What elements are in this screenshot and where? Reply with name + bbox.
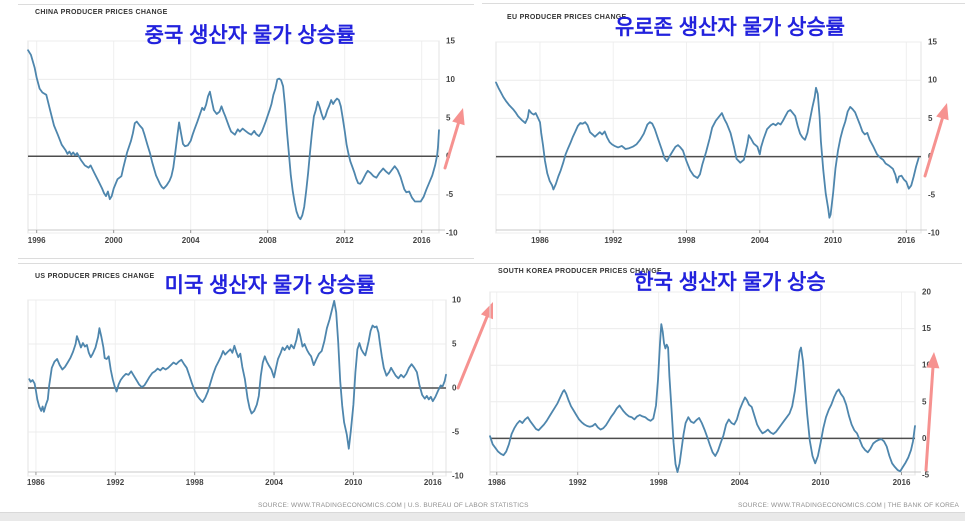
us-x-tick-label: 1986 [27,478,45,487]
sk-x-tick-label: 1998 [650,478,668,487]
sk-plot-border [489,291,916,476]
us-chart-title-korean: 미국 생산자 물가 상승률 [164,274,376,297]
china-x-tick-label: 2016 [413,236,431,245]
us-x-tick-label: 2016 [424,478,442,487]
china-chart-title-korean: 중국 생산자 물가 상승률 [144,24,356,47]
eu-trend-arrow-head [936,103,949,121]
sk-x-tick-label: 1992 [569,478,587,487]
eu-trend-arrow-shaft [923,116,944,178]
eu-x-tick-label: 2010 [824,236,842,245]
sk-y-tick-label: 10 [922,361,931,370]
mid-divider-left [18,258,474,259]
south-korea-chart-source: SOURCE: WWW.TRADINGECONOMICS.COM | THE B… [738,502,960,509]
china-trend-arrow-head [452,108,465,126]
us-y-tick-label: -10 [452,472,464,481]
china-series-line [27,49,440,221]
us-y-tick-label: 5 [452,340,457,349]
sk-x-tick-label: 2004 [731,478,749,487]
sk-y-tick-label: 15 [922,324,931,333]
sk-y-tick-label: 5 [922,397,927,406]
sk-y-tick-label: 20 [922,288,931,297]
us-trend-arrow-head [480,302,493,320]
south-korea-chart-header: SOUTH KOREA PRODUCER PRICES CHANGE [498,268,662,275]
china-plot-border [27,40,440,234]
sk-y-tick-label: 0 [922,434,927,443]
china-x-tick-label: 2012 [336,236,354,245]
china-x-tick-label: 2008 [259,236,277,245]
top-border-right [482,3,965,4]
us-trend-arrow-shaft [456,315,489,390]
china-y-tick-label: 5 [446,113,451,122]
us-x-tick-label: 2004 [265,478,283,487]
eu-x-tick-label: 2004 [751,236,769,245]
eu-x-tick-label: 1992 [604,236,622,245]
us-x-tick-label: 1992 [106,478,124,487]
eu-y-tick-label: 5 [928,114,933,123]
top-border-left [18,4,474,5]
eu-x-tick-label: 1986 [531,236,549,245]
eu-plot-border [495,41,922,234]
china-y-tick-label: 15 [446,37,455,46]
eu-x-tick-label: 2016 [897,236,915,245]
south-korea-chart-title-korean: 한국 생산자 물가 상승 [634,271,826,294]
us-chart-source: SOURCE: WWW.TRADINGECONOMICS.COM | U.S. … [258,502,529,509]
eu-x-tick-label: 1998 [678,236,696,245]
china-x-tick-label: 2000 [105,236,123,245]
sk-x-tick-label: 2010 [812,478,830,487]
eu-y-tick-label: 15 [928,38,937,47]
sk-series-line [489,323,916,474]
eu-y-tick-label: -5 [928,190,936,199]
sk-plot: 1986 1992 1998 2004 2010 2016 20 15 10 5 0 -5 [488,288,940,487]
china-x-tick-label: 2004 [182,236,200,245]
us-y-tick-label: 10 [452,296,461,305]
us-y-tick-label: -5 [452,428,460,437]
bottom-gray-bar [0,512,965,521]
eu-y-tick-label: 10 [928,76,937,85]
us-x-tick-label: 1998 [186,478,204,487]
eu-y-tick-label: -10 [928,229,940,238]
sk-y-tick-label: -5 [922,471,930,480]
sk-x-tick-label: 2016 [893,478,911,487]
sk-x-tick-label: 1986 [488,478,506,487]
mid-divider-full [18,263,962,264]
china-y-tick-label: -10 [446,229,458,238]
china-chart-header: CHINA PRODUCER PRICES CHANGE [35,9,168,16]
china-trend-arrow-shaft [443,121,460,170]
us-series-line [28,299,447,450]
us-chart-header: US PRODUCER PRICES CHANGE [35,273,155,280]
china-plot: 199620002004200820122016151050-5-10 [27,37,465,245]
us-x-tick-label: 2010 [345,478,363,487]
eu-series-line [495,81,920,219]
eu-plot: 198619921998200420102016151050-5-10 [495,38,949,245]
china-x-tick-label: 1996 [28,236,46,245]
china-y-tick-label: -5 [446,190,454,199]
us-plot: 1986 1992 1998 2004 2010 2016 10 5 0 -5 -10 [27,296,493,487]
sk-trend-arrow-head [926,352,940,369]
us-y-tick-label: 0 [452,384,457,393]
eu-chart-header: EU PRODUCER PRICES CHANGE [507,14,627,21]
eu-chart-title-korean: 유로존 생산자 물가 상승률 [614,16,846,39]
sk-trend-arrow-shaft [924,366,935,472]
china-y-tick-label: 10 [446,75,455,84]
